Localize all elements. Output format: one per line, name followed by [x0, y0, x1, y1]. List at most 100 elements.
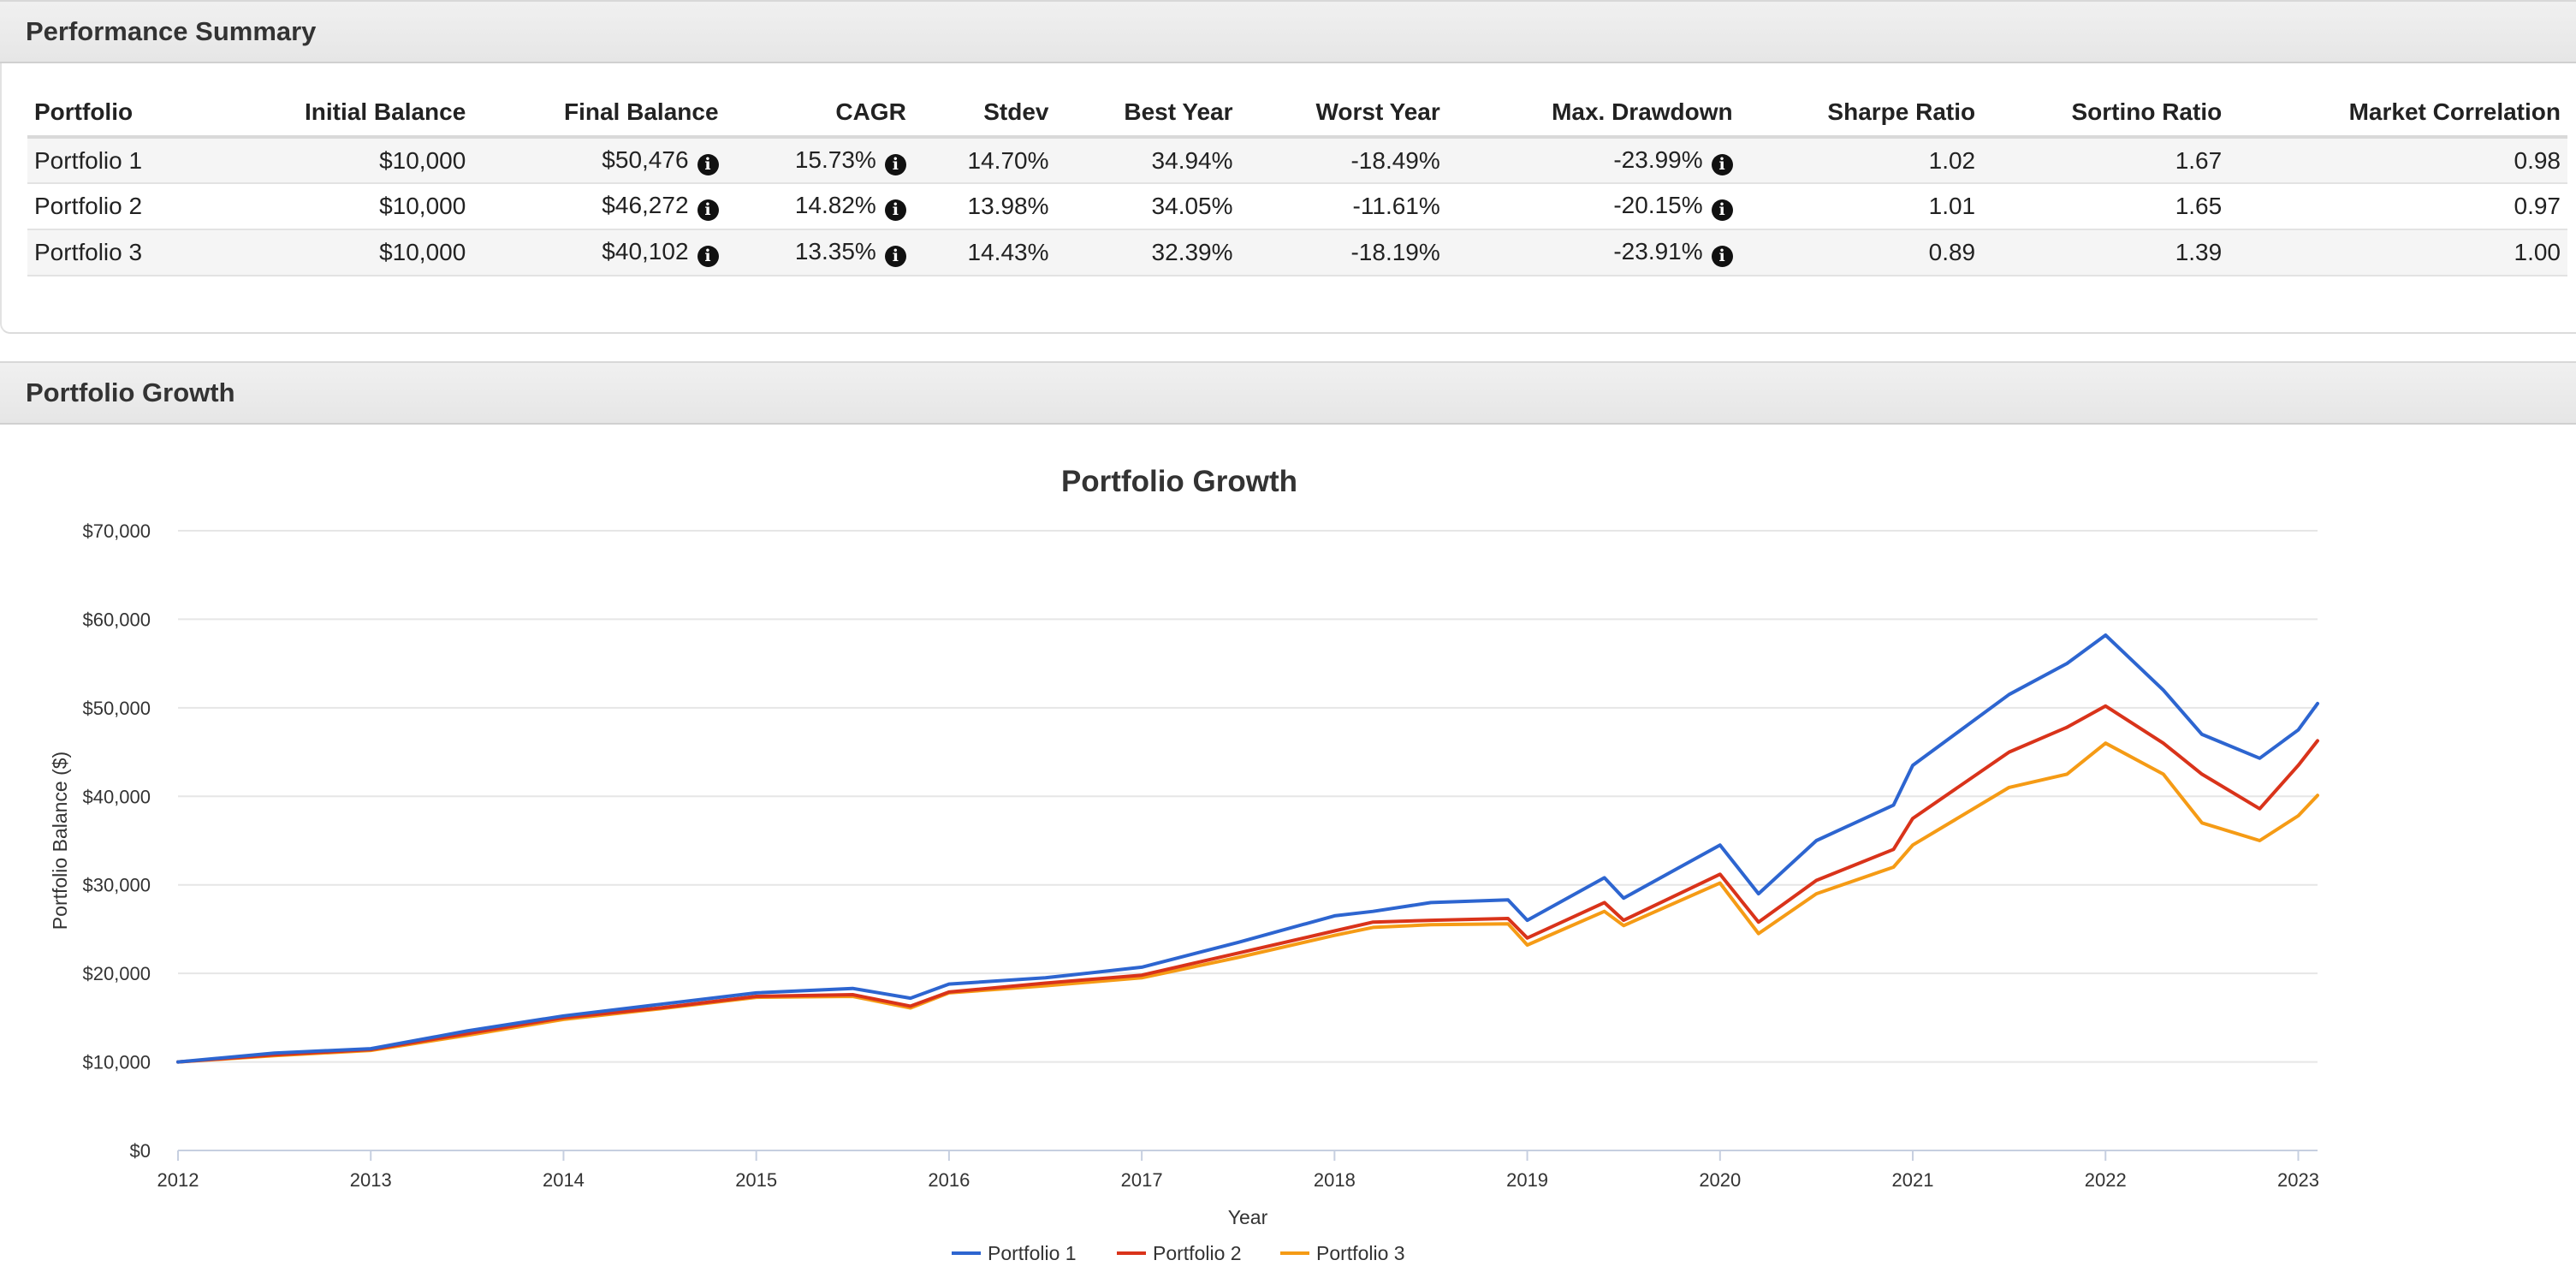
table-cell: Portfolio 2 — [27, 183, 211, 230]
x-tick-label: 2015 — [735, 1169, 777, 1191]
x-tick-label: 2021 — [1892, 1169, 1934, 1191]
table-cell: Portfolio 3 — [27, 229, 211, 276]
info-circle-icon[interactable]: i — [884, 246, 906, 267]
legend-item[interactable]: Portfolio 1 — [988, 1242, 1077, 1264]
series-line — [176, 741, 2319, 1064]
cell-value: -23.99% — [1613, 146, 1703, 173]
table-cell: 14.43% — [912, 229, 1056, 276]
table-cell: 0.89 — [1739, 229, 1983, 276]
cell-value: $10,000 — [379, 146, 466, 174]
y-tick-label: $0 — [130, 1140, 151, 1162]
cell-value: -20.15% — [1613, 192, 1703, 218]
info-circle-icon[interactable]: i — [1711, 199, 1733, 221]
table-cell: $40,102 i — [472, 229, 726, 276]
portfolio-growth-chart: Portfolio Growth $0 $10,000 $20,000 $30,000 $… — [49, 465, 2319, 1264]
cell-value: 1.65 — [2175, 193, 2223, 219]
legend-item[interactable]: Portfolio 2 — [1153, 1242, 1242, 1264]
cell-value: 0.89 — [1928, 239, 1976, 265]
y-tick-label: $50,000 — [82, 698, 151, 719]
cell-value: 14.43% — [967, 239, 1049, 265]
y-tick-label: $30,000 — [82, 875, 151, 896]
info-circle-icon[interactable]: i — [1711, 246, 1733, 267]
cell-value: 34.05% — [1151, 193, 1233, 219]
info-circle-icon[interactable]: i — [884, 153, 906, 175]
table-cell: $46,272 i — [472, 183, 726, 230]
table-cell: 0.97 — [2229, 183, 2567, 230]
table-cell: Portfolio 1 — [27, 137, 211, 184]
series-line — [176, 633, 2319, 1064]
table-cell: $10,000 — [210, 137, 473, 184]
y-tick-label: $40,000 — [82, 786, 151, 807]
x-tick-label: 2019 — [1506, 1169, 1548, 1191]
table-cell: $10,000 — [210, 183, 473, 230]
x-tick-label: 2016 — [928, 1169, 970, 1191]
info-circle-icon[interactable]: i — [697, 199, 719, 221]
column-header: Market Correlation — [2229, 89, 2567, 139]
table-cell: 14.82% i — [725, 183, 913, 230]
table-cell: 1.67 — [1982, 137, 2229, 184]
cell-value: 13.98% — [967, 193, 1049, 219]
x-tick-label: 2018 — [1314, 1169, 1356, 1191]
column-header: Worst Year — [1239, 89, 1447, 139]
cell-value: $10,000 — [379, 239, 466, 265]
table-row: Portfolio 2 $10,000 $46,272 i 14.82% i 13.98% 3… — [27, 183, 2567, 230]
performance-summary-title: Performance Summary — [26, 16, 317, 46]
y-tick-label: $70,000 — [82, 520, 151, 542]
column-header: Sharpe Ratio — [1739, 89, 1983, 139]
table-cell: $50,476 i — [472, 137, 726, 184]
cell-value: 32.39% — [1151, 239, 1233, 265]
table-cell: 32.39% — [1055, 229, 1240, 276]
info-circle-icon[interactable]: i — [697, 246, 719, 267]
x-tick-label: 2017 — [1121, 1169, 1163, 1191]
table-cell: 15.73% i — [725, 137, 913, 184]
table-cell: -11.61% — [1239, 183, 1447, 230]
cell-value: 0.98 — [2514, 146, 2561, 174]
column-header: Initial Balance — [210, 89, 473, 139]
y-tick-label: $60,000 — [82, 609, 151, 630]
table-cell: -18.49% — [1239, 137, 1447, 184]
table-row: Portfolio 1 $10,000 $50,476 i 15.73% i 14.70% 3… — [27, 137, 2567, 184]
x-tick-label: 2022 — [2085, 1169, 2127, 1191]
column-header: CAGR — [725, 89, 913, 139]
column-header: Max. Drawdown — [1446, 89, 1740, 139]
x-tick-label: 2012 — [157, 1169, 199, 1191]
table-cell: 13.98% — [912, 183, 1056, 230]
y-axis-label: Portfolio Balance ($) — [49, 752, 71, 930]
legend-item[interactable]: Portfolio 3 — [1316, 1242, 1405, 1264]
table-cell: -23.91% i — [1446, 229, 1740, 276]
series-line — [176, 704, 2319, 1064]
table-cell: 34.05% — [1055, 183, 1240, 230]
info-circle-icon[interactable]: i — [884, 199, 906, 221]
cell-value: 1.67 — [2175, 146, 2223, 174]
table-cell: 13.35% i — [725, 229, 913, 276]
table-cell: 1.39 — [1982, 229, 2229, 276]
cell-value: $50,476 — [602, 146, 689, 173]
info-circle-icon[interactable]: i — [697, 153, 719, 175]
table-cell: 34.94% — [1055, 137, 1240, 184]
cell-value: -18.19% — [1350, 239, 1440, 265]
table-cell: 1.00 — [2229, 229, 2567, 276]
x-tick-label: 2013 — [350, 1169, 392, 1191]
cell-value: Portfolio 3 — [34, 239, 143, 265]
column-header: Sortino Ratio — [1982, 89, 2229, 139]
cell-value: 13.35% — [794, 238, 876, 265]
table-cell: 1.02 — [1739, 137, 1983, 184]
table-cell: 1.65 — [1982, 183, 2229, 230]
table-header-row: Portfolio Initial Balance Final Balance CAG… — [27, 89, 2567, 139]
info-circle-icon[interactable]: i — [1711, 153, 1733, 175]
x-tick-label: 2014 — [543, 1169, 585, 1191]
table-cell: -18.19% — [1239, 229, 1447, 276]
table-row: Portfolio 3 $10,000 $40,102 i 13.35% i 14.43% 3… — [27, 229, 2567, 276]
performance-summary-panel: Portfolio Initial Balance Final Balance CAG… — [0, 63, 2576, 334]
cell-value: $10,000 — [379, 193, 466, 219]
cell-value: 15.73% — [794, 146, 876, 173]
performance-table: Portfolio Initial Balance Final Balance CAG… — [27, 89, 2567, 276]
cell-value: 1.39 — [2175, 239, 2223, 265]
column-header: Stdev — [912, 89, 1056, 139]
table-cell: $10,000 — [210, 229, 473, 276]
column-header: Best Year — [1055, 89, 1240, 139]
cell-value: $46,272 — [602, 192, 689, 218]
cell-value: 14.82% — [794, 192, 876, 218]
y-tick-label: $20,000 — [82, 963, 151, 984]
portfolio-growth-section-title: Portfolio Growth — [26, 377, 235, 407]
